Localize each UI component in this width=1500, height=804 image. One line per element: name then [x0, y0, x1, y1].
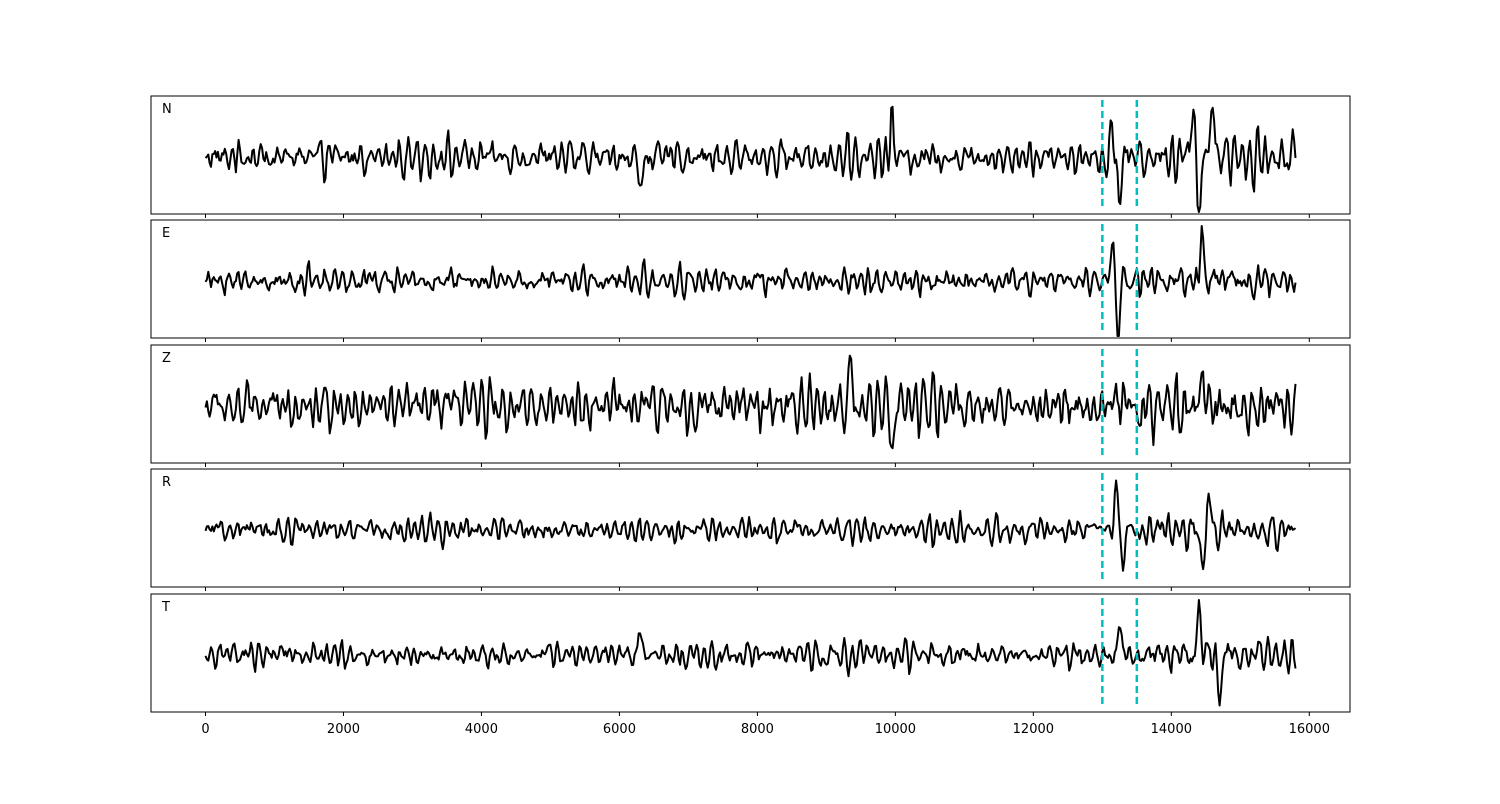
x-tick-label: 2000 — [327, 722, 360, 737]
x-tick-label: 4000 — [465, 722, 498, 737]
x-tick-label: 16000 — [1289, 722, 1330, 737]
panel-label-N: N — [162, 102, 172, 117]
x-tick-label: 8000 — [741, 722, 774, 737]
panel-label-R: R — [162, 475, 171, 490]
waveform-E — [204, 225, 1297, 337]
waveform-R — [204, 479, 1297, 572]
panel-label-T: T — [161, 600, 170, 615]
waveform-Z — [204, 354, 1297, 450]
panel-label-Z: Z — [162, 351, 171, 366]
waveform-T — [204, 599, 1297, 707]
x-tick-label: 10000 — [875, 722, 916, 737]
x-tick-label: 14000 — [1151, 722, 1192, 737]
x-tick-label: 0 — [201, 722, 209, 737]
waveform-N — [204, 105, 1297, 213]
panel-label-E: E — [162, 226, 170, 241]
x-tick-label: 12000 — [1013, 722, 1054, 737]
x-tick-label: 6000 — [603, 722, 636, 737]
